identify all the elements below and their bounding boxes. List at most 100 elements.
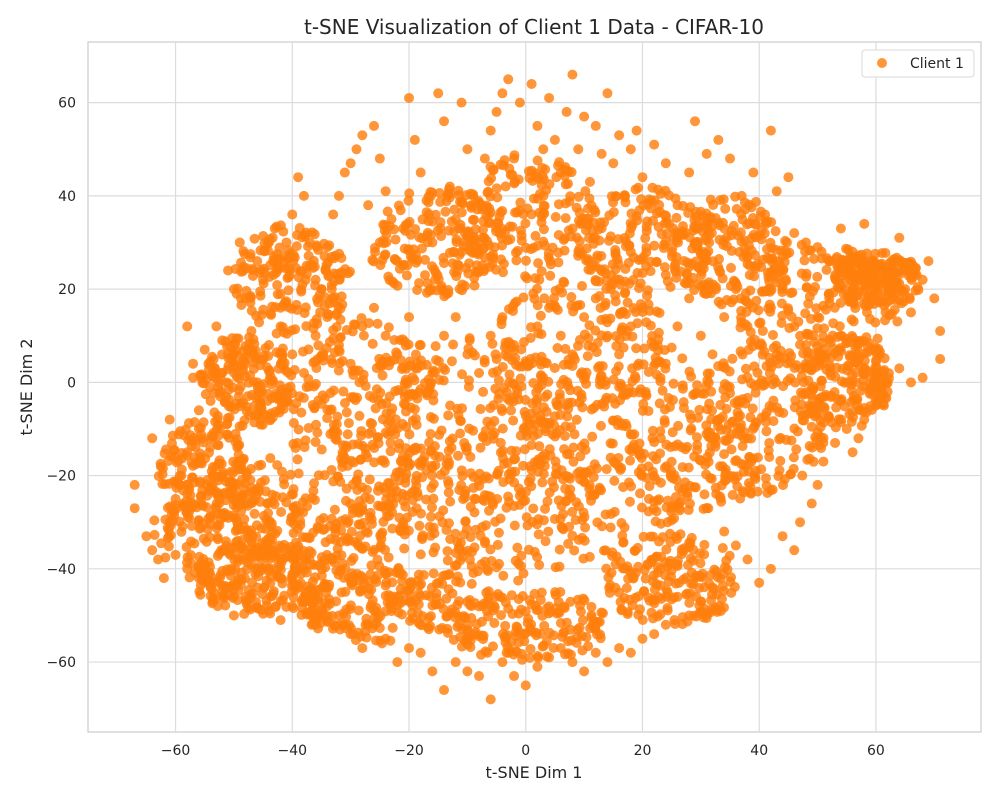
scatter-point xyxy=(303,374,314,385)
scatter-point xyxy=(212,440,223,451)
scatter-point xyxy=(730,191,741,202)
scatter-point xyxy=(491,562,502,573)
scatter-point xyxy=(487,165,498,176)
scatter-point xyxy=(517,654,528,665)
scatter-point xyxy=(258,304,269,315)
scatter-point xyxy=(430,341,441,352)
scatter-point xyxy=(795,517,806,528)
scatter-point xyxy=(400,406,411,417)
scatter-point xyxy=(610,191,621,202)
scatter-point xyxy=(708,199,719,210)
scatter-point xyxy=(669,614,680,625)
scatter-point xyxy=(573,534,584,545)
scatter-point xyxy=(608,158,619,169)
scatter-point xyxy=(599,217,610,228)
scatter-point xyxy=(560,496,571,507)
scatter-point xyxy=(342,533,353,544)
scatter-point xyxy=(381,398,392,409)
scatter-point xyxy=(290,324,301,335)
scatter-point xyxy=(294,223,305,234)
scatter-point xyxy=(264,563,275,574)
scatter-point xyxy=(625,647,636,658)
scatter-point xyxy=(885,269,896,280)
scatter-point xyxy=(784,323,795,334)
scatter-point xyxy=(909,268,920,279)
scatter-point xyxy=(534,274,545,285)
scatter-point xyxy=(398,398,409,409)
scatter-point xyxy=(701,503,712,514)
scatter-point xyxy=(872,333,883,344)
scatter-point xyxy=(200,389,211,400)
scatter-point xyxy=(628,274,639,285)
scatter-point xyxy=(657,385,668,396)
scatter-point xyxy=(541,636,552,647)
scatter-point xyxy=(232,351,243,362)
scatter-point xyxy=(517,591,528,602)
scatter-point xyxy=(432,225,443,236)
scatter-point xyxy=(810,411,821,422)
scatter-point xyxy=(375,540,386,551)
scatter-point xyxy=(483,176,494,187)
scatter-point xyxy=(812,427,823,438)
scatter-point xyxy=(428,568,439,579)
scatter-point xyxy=(425,511,436,522)
scatter-point xyxy=(247,263,258,274)
scatter-point xyxy=(255,290,266,301)
x-tick-label: 40 xyxy=(750,743,768,759)
scatter-point xyxy=(214,520,225,531)
scatter-point xyxy=(579,438,590,449)
scatter-point xyxy=(566,292,577,303)
scatter-point xyxy=(760,416,771,427)
scatter-point xyxy=(468,214,479,225)
scatter-point xyxy=(421,230,432,241)
scatter-point xyxy=(833,345,844,356)
legend-marker xyxy=(877,58,887,68)
scatter-point xyxy=(778,264,789,275)
scatter-point xyxy=(190,442,201,453)
scatter-point xyxy=(681,572,692,583)
scatter-point xyxy=(193,405,204,416)
x-tick-label: −20 xyxy=(394,743,424,759)
scatter-point xyxy=(653,327,664,338)
scatter-point xyxy=(265,453,276,464)
scatter-point xyxy=(566,300,577,311)
scatter-point xyxy=(756,234,767,245)
scatter-point xyxy=(281,497,292,508)
scatter-point xyxy=(745,285,756,296)
scatter-point xyxy=(650,516,661,527)
scatter-point xyxy=(462,620,473,631)
scatter-point xyxy=(579,111,590,122)
scatter-point xyxy=(292,523,303,534)
scatter-point xyxy=(497,657,508,668)
scatter-point xyxy=(786,311,797,322)
scatter-point xyxy=(904,294,915,305)
scatter-point xyxy=(532,155,543,166)
scatter-point xyxy=(846,397,857,408)
scatter-point xyxy=(853,272,864,283)
scatter-point xyxy=(562,380,573,391)
scatter-point xyxy=(390,234,401,245)
scatter-point xyxy=(684,293,695,304)
scatter-point xyxy=(703,246,714,257)
scatter-point xyxy=(431,578,442,589)
scatter-point xyxy=(477,522,488,533)
scatter-point xyxy=(293,172,304,183)
scatter-point xyxy=(549,411,560,422)
scatter-point xyxy=(613,234,624,245)
scatter-point xyxy=(300,302,311,313)
scatter-point xyxy=(472,566,483,577)
scatter-point xyxy=(428,522,439,533)
scatter-point xyxy=(606,508,617,519)
scatter-point xyxy=(353,605,364,616)
scatter-point xyxy=(253,385,264,396)
scatter-point xyxy=(397,464,408,475)
scatter-point xyxy=(393,443,404,454)
scatter-point xyxy=(504,395,515,406)
scatter-point xyxy=(404,312,415,323)
scatter-point xyxy=(531,387,542,398)
scatter-point xyxy=(470,224,481,235)
scatter-point xyxy=(497,88,508,99)
scatter-point xyxy=(362,484,373,495)
scatter-point xyxy=(584,176,595,187)
scatter-point xyxy=(450,657,461,668)
